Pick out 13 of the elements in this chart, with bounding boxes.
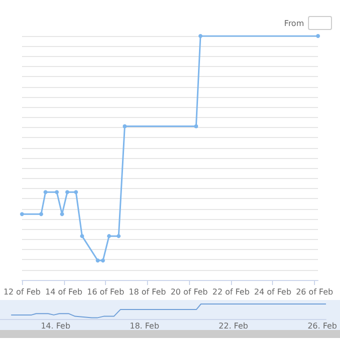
x-tick-label: 22. Feb [218,322,248,330]
x-tick-label: 12 of Feb [3,288,41,296]
x-tick-label: 18. Feb [130,322,160,330]
x-tick-label: 26. Feb [308,322,338,330]
x-tick-label: 26 of Feb [296,288,334,296]
x-tick-label: 14 of Feb [45,288,82,296]
text: From [284,18,304,28]
x-tick-label: 24 of Feb [254,288,292,296]
x-tick-label: 20 of Feb [170,288,208,296]
x-tick-label: 16 of Feb [87,288,124,296]
x-tick-label: 14. Feb [40,322,70,330]
x-tick-label: 22 of Feb [212,288,250,296]
x-tick-label: 18 of Feb [128,288,166,296]
